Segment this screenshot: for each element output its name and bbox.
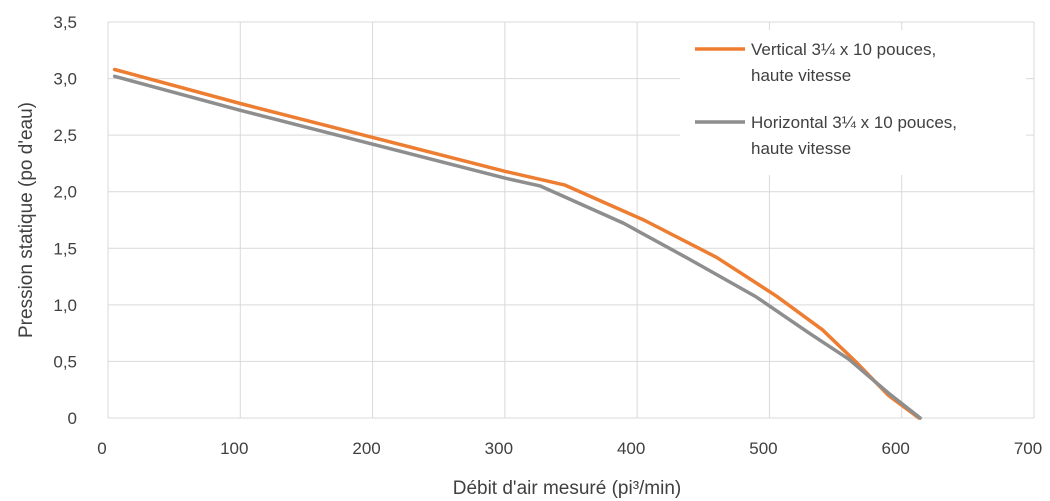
legend-label: haute vitesse xyxy=(751,66,851,85)
x-tick-label: 600 xyxy=(882,439,910,458)
x-tick-label: 300 xyxy=(485,439,513,458)
y-tick-label: 0 xyxy=(68,409,77,428)
y-tick-label: 2,0 xyxy=(53,183,77,202)
x-tick-label: 400 xyxy=(617,439,645,458)
legend: Vertical 3¼ x 10 pouces, haute vitesse Hor… xyxy=(680,30,1026,175)
series-lines xyxy=(112,67,922,420)
y-tick-label: 2,5 xyxy=(53,126,77,145)
legend-background xyxy=(680,30,1026,175)
legend-label: Horizontal 3¼ x 10 pouces, xyxy=(751,113,957,132)
legend-label: Vertical 3¼ x 10 pouces, xyxy=(751,40,936,59)
y-tick-labels: 0 0,5 1,0 1,5 2,0 2,5 3,0 3,5 xyxy=(53,13,77,428)
y-tick-label: 3,5 xyxy=(53,13,77,32)
x-tick-label: 700 xyxy=(1014,439,1042,458)
x-tick-labels: 0 100 200 300 400 500 600 700 xyxy=(97,439,1042,458)
x-tick-label: 500 xyxy=(749,439,777,458)
y-tick-label: 1,0 xyxy=(53,296,77,315)
x-tick-label: 100 xyxy=(220,439,248,458)
series-line-2 xyxy=(112,74,922,420)
y-tick-label: 0,5 xyxy=(53,352,77,371)
y-tick-label: 1,5 xyxy=(53,239,77,258)
y-axis-title: Pression statique (po d'eau) xyxy=(16,102,37,338)
legend-label: haute vitesse xyxy=(751,139,851,158)
x-tick-label: 200 xyxy=(352,439,380,458)
x-tick-label: 0 xyxy=(97,439,106,458)
series-line-1 xyxy=(112,67,921,420)
y-tick-label: 3,0 xyxy=(53,70,77,89)
x-axis-title: Débit d'air mesuré (pi³/min) xyxy=(453,478,682,499)
